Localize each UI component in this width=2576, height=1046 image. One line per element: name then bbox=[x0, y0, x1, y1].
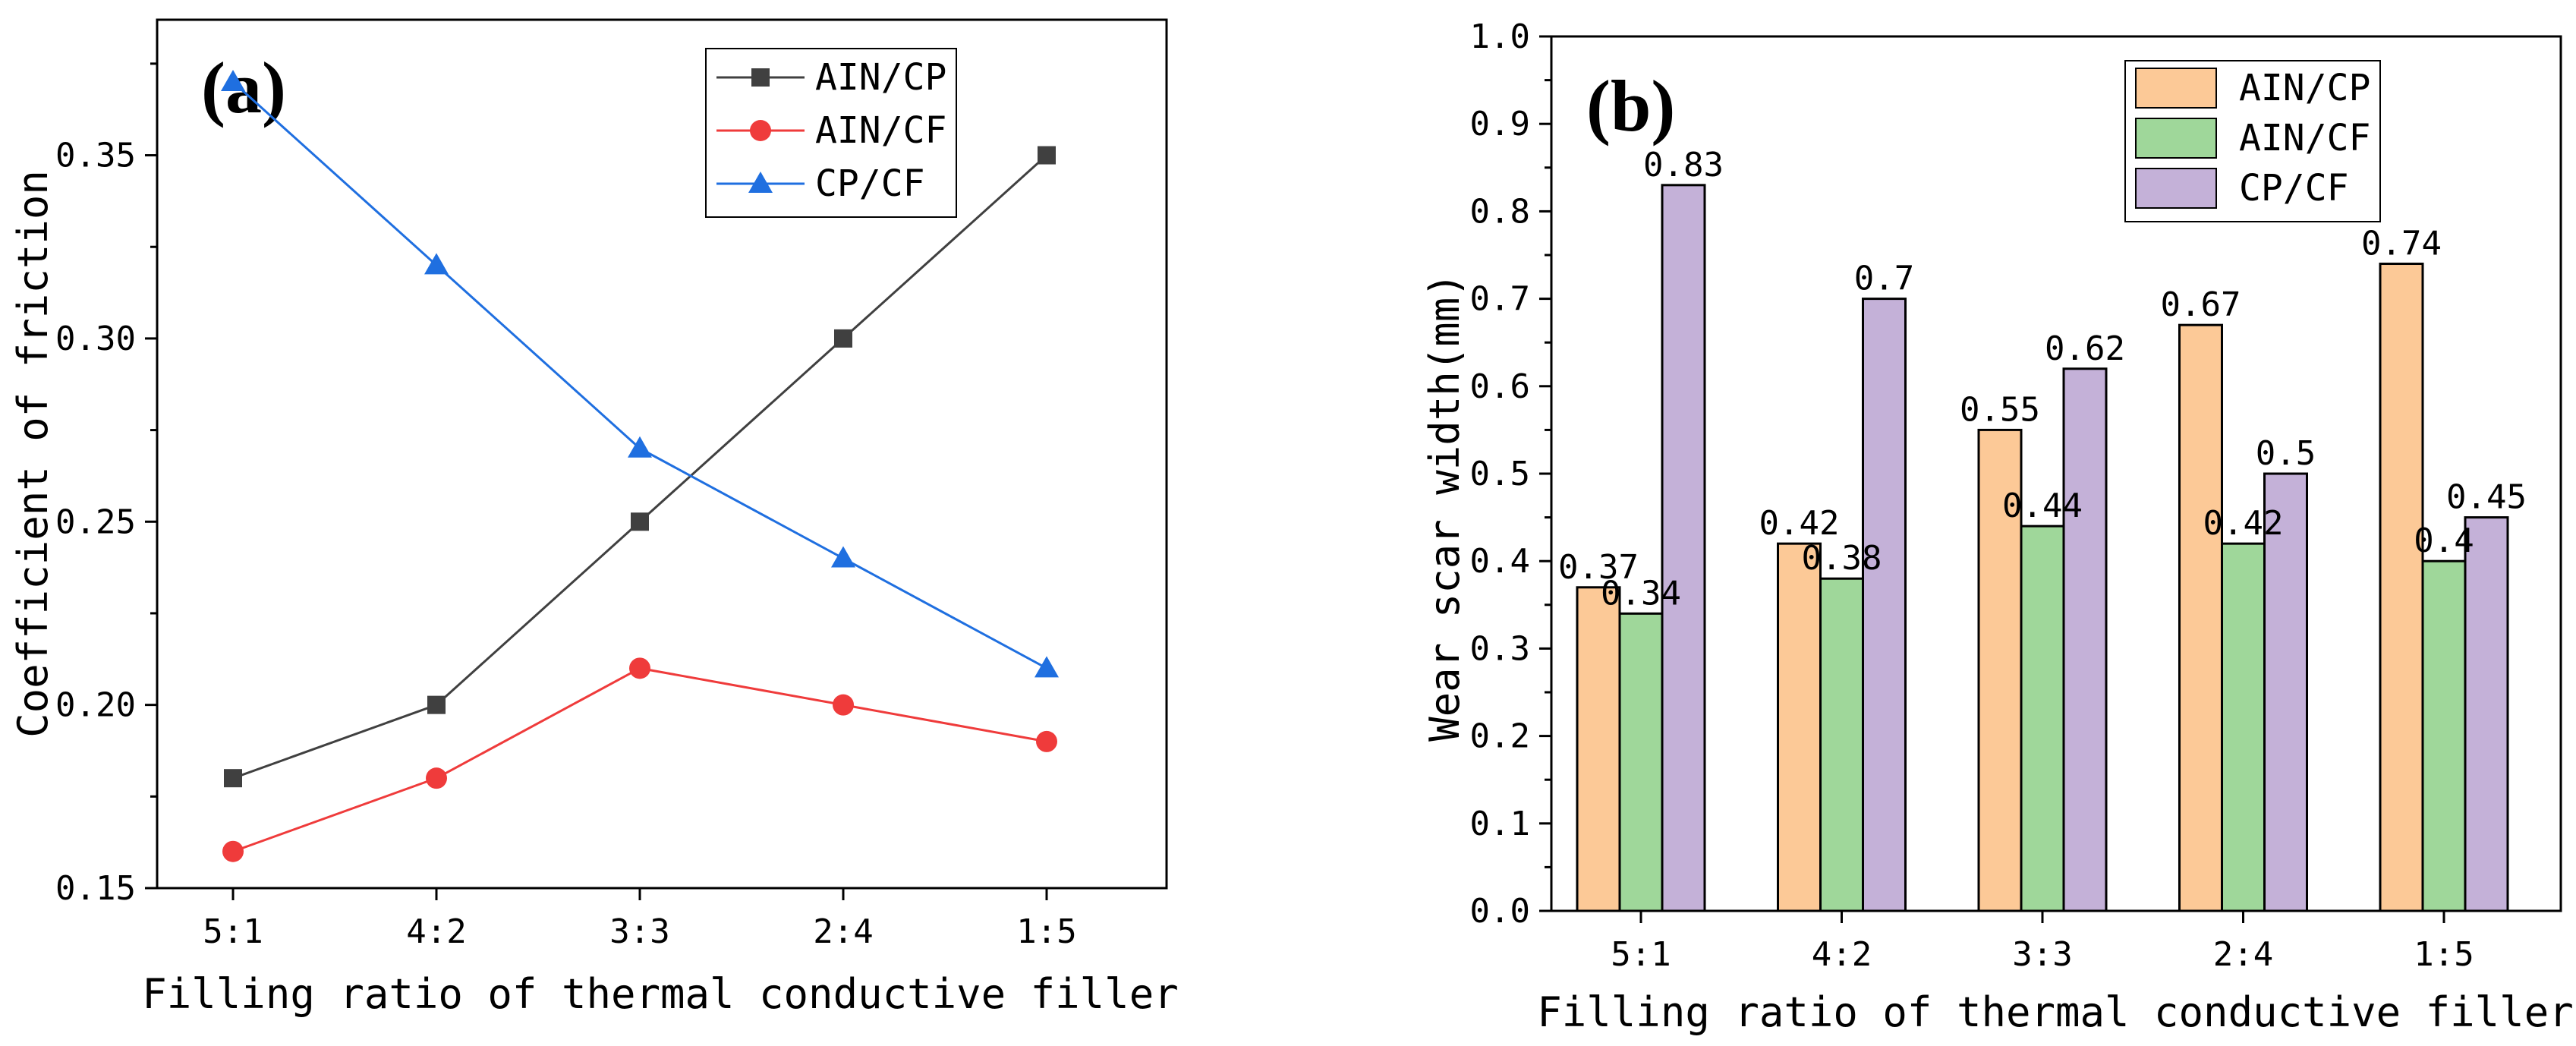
x-tick-label: 4:2 bbox=[406, 912, 466, 951]
bar bbox=[2062, 367, 2108, 912]
bar bbox=[1618, 612, 1664, 912]
bar bbox=[2221, 542, 2266, 912]
bar-value-label: 0.55 bbox=[1960, 390, 2040, 429]
bar-value-label: 0.62 bbox=[2045, 329, 2125, 368]
data-point bbox=[629, 657, 650, 679]
bar bbox=[1661, 184, 1706, 912]
legend-swatch bbox=[2135, 118, 2217, 159]
bar bbox=[1862, 298, 1907, 912]
y-tick-label: 0.30 bbox=[55, 320, 136, 358]
y-tick-label: 0.9 bbox=[1470, 105, 1530, 143]
plot-frame bbox=[156, 18, 1168, 890]
y-tick-label: 0.8 bbox=[1470, 192, 1530, 231]
legend-label: CP/CF bbox=[815, 162, 925, 205]
legend-marker bbox=[750, 120, 771, 141]
legend: AIN/CP AIN/CF CP/CF bbox=[705, 48, 957, 218]
y-axis-title: Coefficient of friction bbox=[9, 170, 57, 738]
legend-label: CP/CF bbox=[2239, 167, 2349, 210]
data-point bbox=[831, 546, 855, 568]
data-point bbox=[426, 767, 447, 789]
legend-marker bbox=[748, 172, 773, 193]
legend-swatch bbox=[2135, 168, 2217, 209]
legend: AIN/CP AIN/CF CP/CF bbox=[2124, 60, 2381, 222]
bar bbox=[2020, 525, 2065, 912]
panel-b-bar-chart: (b) 0.0 0.1 0.2 0.3 0.4 0.5 0.6 0.7 0.8 0.9 1.0 5:… bbox=[1421, 17, 2574, 1036]
bar-value-label: 0.67 bbox=[2161, 285, 2241, 324]
legend-marker bbox=[751, 68, 770, 87]
bar-value-label: 0.42 bbox=[1759, 504, 1840, 543]
data-point bbox=[1038, 146, 1056, 165]
bar-value-label: 0.4 bbox=[2414, 521, 2474, 560]
x-tick-label: 3:3 bbox=[2012, 935, 2072, 974]
data-point bbox=[224, 769, 242, 788]
bar bbox=[1576, 586, 1621, 912]
series-line-ain-cp bbox=[232, 154, 1048, 780]
y-axis-title: Wear scar width(mm) bbox=[1421, 273, 1469, 742]
y-tick-label: 0.35 bbox=[55, 137, 136, 175]
data-point bbox=[834, 329, 852, 348]
data-point bbox=[631, 512, 649, 531]
bar-value-label: 0.74 bbox=[2361, 225, 2442, 263]
y-tick-label: 0.6 bbox=[1470, 367, 1530, 406]
data-point bbox=[222, 840, 244, 862]
data-point bbox=[1036, 730, 1057, 752]
bar bbox=[2464, 516, 2509, 912]
bar bbox=[1819, 577, 1864, 912]
bar-value-label: 0.42 bbox=[2203, 504, 2284, 543]
legend-label: AIN/CP bbox=[815, 56, 946, 99]
bar-value-label: 0.37 bbox=[1558, 548, 1639, 587]
bar bbox=[2379, 263, 2424, 912]
y-tick-label: 0.20 bbox=[55, 686, 136, 725]
bar bbox=[2178, 323, 2223, 912]
bar bbox=[1777, 542, 1822, 912]
y-tick-label: 0.2 bbox=[1470, 717, 1530, 756]
bar-value-label: 0.83 bbox=[1643, 146, 1724, 184]
bar bbox=[2263, 472, 2308, 912]
x-tick-label: 5:1 bbox=[203, 912, 263, 951]
legend-label: AIN/CF bbox=[815, 109, 946, 152]
data-point bbox=[221, 70, 245, 91]
y-tick-label: 0.5 bbox=[1470, 455, 1530, 493]
panel-label: (b) bbox=[1586, 65, 1675, 147]
legend-label: AIN/CP bbox=[2239, 67, 2370, 109]
data-point bbox=[424, 253, 449, 275]
panel-label: (a) bbox=[201, 47, 286, 128]
data-point bbox=[833, 694, 854, 716]
y-tick-label: 1.0 bbox=[1470, 17, 1530, 56]
bar bbox=[2421, 559, 2467, 912]
data-point bbox=[628, 436, 652, 458]
y-tick-label: 0.1 bbox=[1470, 805, 1530, 843]
x-axis-title: Filling ratio of thermal conductive fill… bbox=[142, 970, 1178, 1018]
bar-value-label: 0.5 bbox=[2256, 434, 2316, 473]
panel-a-line-chart: (a) 0.150.200.250.300.350.40 5:14:23:32:… bbox=[9, 18, 1179, 1018]
bar-value-label: 0.7 bbox=[1854, 260, 1914, 298]
bar-value-label: 0.44 bbox=[2002, 487, 2083, 525]
y-tick-label: 0.3 bbox=[1470, 629, 1530, 668]
bar-value-label: 0.38 bbox=[1802, 539, 1882, 578]
data-point bbox=[427, 695, 446, 714]
data-point bbox=[1034, 656, 1059, 678]
y-tick-label: 0.15 bbox=[55, 869, 136, 908]
x-tick-label: 1:5 bbox=[2414, 935, 2474, 974]
bar-value-label: 0.34 bbox=[1601, 574, 1681, 613]
legend-label: AIN/CF bbox=[2239, 117, 2370, 159]
y-tick-label: 0.4 bbox=[1470, 542, 1530, 581]
x-tick-label: 4:2 bbox=[1812, 935, 1872, 974]
x-tick-label: 3:3 bbox=[609, 912, 669, 951]
y-tick-label: 0.0 bbox=[1470, 892, 1530, 931]
y-tick-label: 0.25 bbox=[55, 503, 136, 541]
x-tick-label: 5:1 bbox=[1611, 935, 1671, 974]
y-tick-label: 0.7 bbox=[1470, 280, 1530, 319]
x-tick-label: 2:4 bbox=[2213, 935, 2273, 974]
x-tick-label: 1:5 bbox=[1016, 912, 1076, 951]
series-line-ain-cf bbox=[232, 666, 1047, 853]
legend-swatch bbox=[2135, 68, 2217, 109]
x-axis-title: Filling ratio of thermal conductive fill… bbox=[1537, 988, 2573, 1036]
bar bbox=[1977, 428, 2023, 912]
bar-value-label: 0.45 bbox=[2446, 478, 2527, 517]
x-tick-label: 2:4 bbox=[813, 912, 873, 951]
